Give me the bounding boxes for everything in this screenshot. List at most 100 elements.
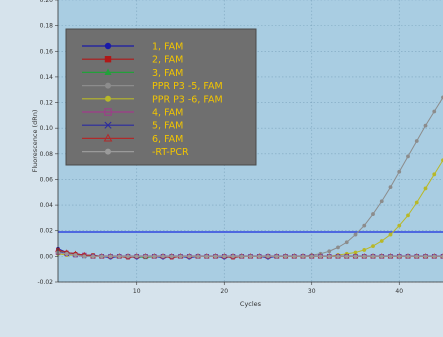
data-point — [257, 254, 262, 259]
data-point — [336, 254, 340, 259]
data-point — [371, 244, 375, 249]
data-point — [187, 254, 192, 259]
legend-marker — [105, 82, 111, 89]
data-point — [344, 240, 349, 245]
series-9 — [56, 250, 443, 259]
data-point — [397, 254, 402, 259]
data-point — [143, 254, 148, 259]
legend-marker — [104, 121, 112, 129]
data-point — [406, 213, 410, 218]
data-point — [108, 254, 113, 259]
data-point — [414, 200, 419, 205]
x-tick-label: 10 — [133, 288, 141, 295]
x-stroke — [104, 121, 112, 129]
data-point — [134, 254, 139, 259]
data-point — [432, 109, 437, 114]
data-point — [423, 123, 428, 128]
y-tick-label: 0.04 — [40, 202, 54, 209]
data-point — [161, 254, 165, 259]
legend-marker — [104, 56, 112, 63]
legend-item: 4, FAM — [82, 108, 183, 119]
data-point — [169, 254, 174, 259]
y-tick-label: 0.06 — [40, 176, 54, 183]
legend-marker — [105, 95, 111, 102]
data-point — [178, 254, 183, 259]
data-point — [231, 254, 235, 259]
data-point — [353, 250, 358, 255]
data-point — [379, 254, 384, 259]
data-point — [388, 185, 393, 190]
data-point — [379, 239, 384, 243]
data-point — [318, 254, 323, 259]
data-point — [99, 254, 104, 259]
y-tick-label: 0.20 — [40, 0, 54, 4]
data-point — [266, 254, 270, 259]
legend-item: 5, FAM — [82, 121, 183, 132]
data-point — [204, 254, 209, 259]
legend-label: 6, FAM — [152, 134, 183, 145]
data-point — [353, 254, 358, 259]
legend-item: 6, FAM — [82, 133, 183, 145]
data-point — [292, 254, 297, 259]
legend: 1, FAM 2, FAM 3, FAM PPR P3 -5, FAM PPR P3 -… — [65, 28, 257, 166]
x-tick-label: 40 — [395, 288, 403, 295]
data-point — [362, 254, 367, 259]
data-point — [371, 254, 375, 259]
x-axis-label: Cycles — [240, 300, 262, 308]
data-point — [274, 254, 279, 259]
data-point — [406, 154, 410, 159]
data-point — [73, 253, 78, 257]
data-point — [82, 254, 87, 259]
data-point — [353, 232, 358, 237]
data-point — [397, 223, 402, 228]
legend-label: PPR P3 -5, FAM — [152, 81, 223, 92]
y-tick-label: 0.10 — [40, 125, 54, 132]
data-point — [283, 254, 288, 259]
legend-label: 5, FAM — [152, 121, 183, 132]
legend-label: 1, FAM — [152, 42, 183, 53]
data-point — [239, 254, 244, 259]
data-point — [423, 186, 428, 191]
legend-marker — [104, 42, 112, 50]
data-point — [388, 232, 393, 237]
data-point — [196, 254, 200, 259]
data-point — [126, 254, 130, 259]
data-point — [362, 223, 367, 228]
legend-label: 4, FAM — [152, 108, 183, 119]
legend-marker — [104, 108, 112, 116]
y-tick-label: 0.12 — [40, 100, 54, 107]
data-point — [248, 254, 253, 259]
y-tick-label: 0.08 — [40, 151, 54, 158]
legend-item: 1, FAM — [82, 42, 183, 53]
y-axis-label: Fluorescence (dRn) — [31, 110, 39, 173]
legend-item: 3, FAM — [82, 68, 183, 79]
data-point — [362, 248, 367, 252]
legend-marker — [105, 148, 111, 155]
data-point — [213, 254, 218, 259]
legend-label: PPR P3 -6, FAM — [152, 94, 223, 105]
data-point — [397, 169, 402, 174]
legend-item: -RT-PCR — [82, 147, 189, 158]
legend-item: PPR P3 -5, FAM — [82, 81, 223, 92]
data-point — [432, 254, 437, 259]
legend-marker — [103, 133, 113, 142]
data-point — [414, 254, 419, 259]
x-tick-label: 30 — [308, 288, 316, 295]
axes: -0.02 0.00 0.02 0.04 0.06 0.08 0.10 0.12 0.14 0.1… — [37, 0, 443, 295]
data-point — [327, 249, 332, 254]
data-point — [406, 254, 410, 259]
data-point — [309, 254, 314, 259]
y-tick-label: 0.02 — [40, 228, 54, 235]
data-point — [344, 254, 349, 259]
y-tick-label: 0.14 — [40, 74, 54, 81]
y-tick-label: 0.00 — [40, 253, 54, 260]
data-point — [327, 254, 332, 259]
data-point — [117, 254, 122, 259]
legend-label: 2, FAM — [152, 55, 183, 66]
y-tick-label: 0.16 — [40, 48, 54, 55]
legend-label: -RT-PCR — [152, 147, 189, 158]
y-tick-label: -0.02 — [37, 279, 53, 286]
data-point — [432, 172, 437, 177]
data-point — [379, 199, 384, 204]
